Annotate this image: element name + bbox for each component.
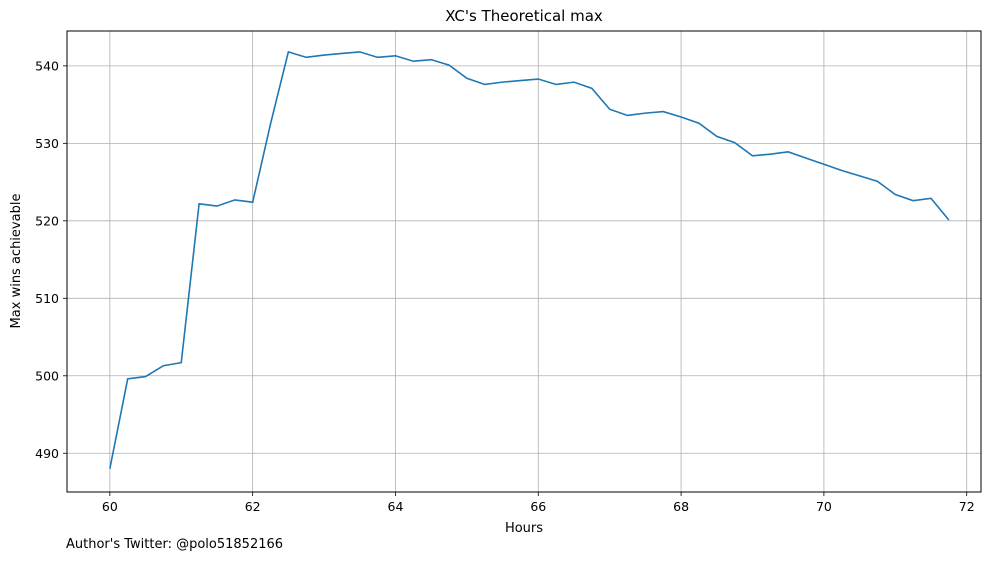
y-tick-label: 520 (35, 213, 59, 228)
x-tick-label: 62 (245, 499, 261, 514)
author-twitter-footnote: Author's Twitter: @polo51852166 (66, 537, 284, 552)
x-tick-label: 64 (388, 499, 404, 514)
x-tick-label: 70 (816, 499, 832, 514)
y-tick-label: 510 (35, 291, 59, 306)
x-axis-label: Hours (505, 521, 543, 536)
series-line (109, 50, 950, 469)
grid-lines (67, 31, 981, 492)
y-axis-ticks: 490 500 510 520 530 540 (35, 58, 67, 461)
y-axis-label: Max wins achievable (9, 194, 24, 329)
y-tick-label: 490 (35, 446, 59, 461)
plot-frame (66, 30, 982, 493)
y-tick-label: 540 (35, 58, 59, 73)
chart-title: XC's Theoretical max (445, 7, 603, 25)
x-tick-label: 66 (530, 499, 546, 514)
y-tick-label: 530 (35, 136, 59, 151)
x-axis-ticks: 60 62 64 66 68 70 72 (102, 492, 975, 514)
x-tick-label: 72 (959, 499, 975, 514)
x-tick-label: 68 (673, 499, 689, 514)
x-tick-label: 60 (102, 499, 118, 514)
y-tick-label: 500 (35, 368, 59, 383)
